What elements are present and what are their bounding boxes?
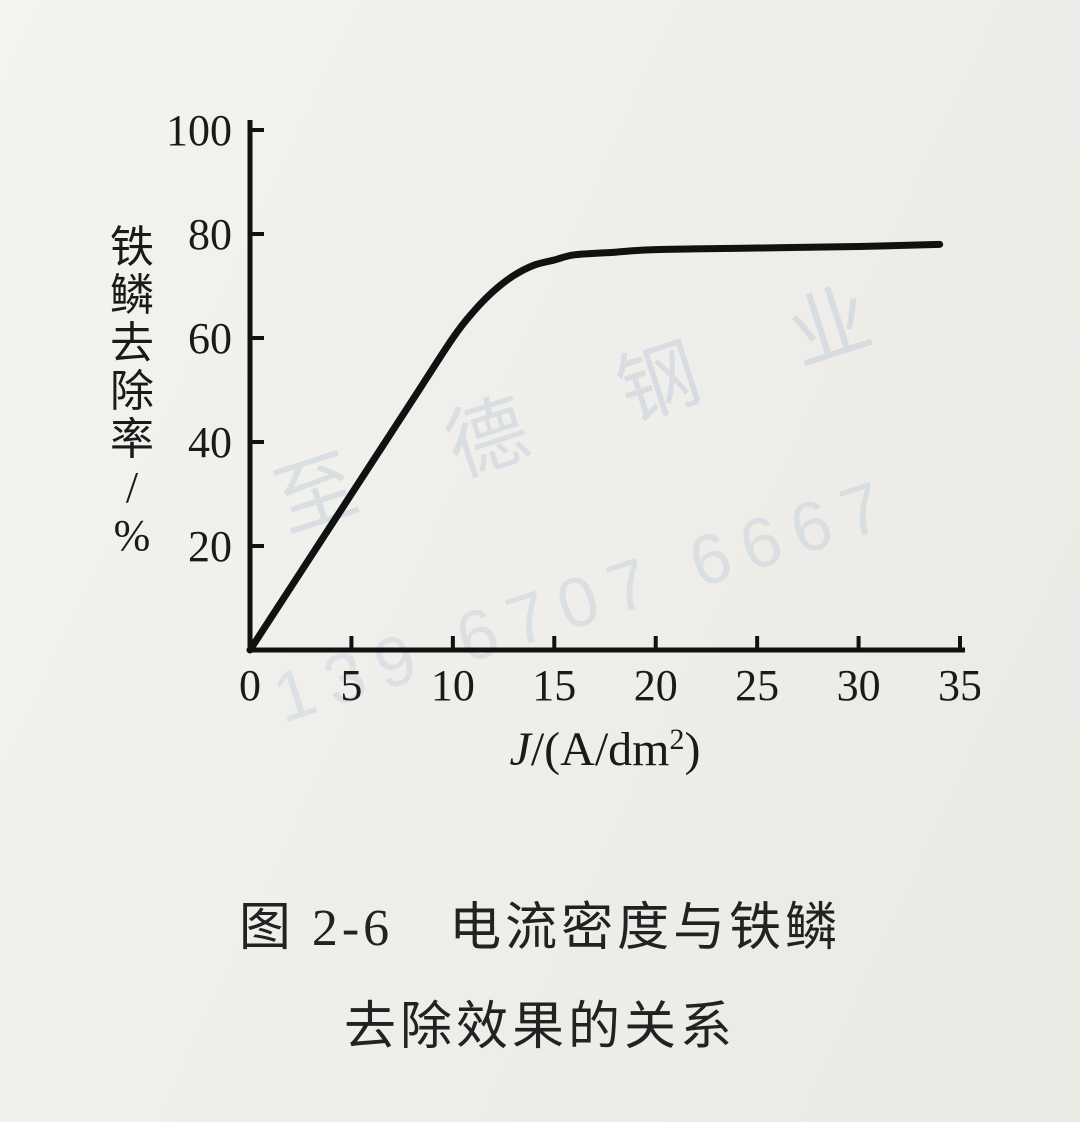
x-tick-label: 10 <box>431 661 475 710</box>
x-tick-label: 30 <box>837 661 881 710</box>
caption-line-2: 去除效果的关系 <box>0 979 1080 1078</box>
y-tick-label: 100 <box>166 106 232 155</box>
curve-removal-rate <box>250 244 940 650</box>
y-tick-label: 60 <box>188 314 232 363</box>
x-tick-label: 25 <box>735 661 779 710</box>
y-tick-label: 40 <box>188 418 232 467</box>
x-tick-label: 20 <box>634 661 678 710</box>
caption-line-1: 图 2-6 电流密度与铁鳞 <box>0 880 1080 979</box>
y-tick-label: 80 <box>188 210 232 259</box>
x-axis-label: J/(A/dm2) <box>510 723 701 777</box>
y-axis-label-char: 去 <box>110 319 154 368</box>
y-axis-label-char: 鳞 <box>110 271 154 320</box>
line-chart: 0 5 10 15 20 25 30 35 20 40 60 80 100 J/(A/dm2) 铁鳞去除率/… <box>110 90 980 790</box>
y-tick-label: 20 <box>188 522 232 571</box>
y-axis-label-char: 率 <box>110 415 154 464</box>
y-axis-label-char: 除 <box>110 367 154 416</box>
figure-caption: 图 2-6 电流密度与铁鳞 去除效果的关系 <box>0 880 1080 1078</box>
x-tick-label: 5 <box>340 661 362 710</box>
y-axis-label-char: / <box>126 463 139 512</box>
page: 至 德 钢 业 139 6707 6667 051015202530352040… <box>0 0 1080 1122</box>
x-tick-label: 15 <box>532 661 576 710</box>
y-axis-label-char: 铁 <box>110 223 154 272</box>
x-tick-label: 35 <box>938 661 980 710</box>
x-tick-label: 0 <box>239 661 261 710</box>
chart-container: 0 5 10 15 20 25 30 35 20 40 60 80 100 J/(A/dm2) 铁鳞去除率/… <box>110 90 980 790</box>
y-axis-label-char: % <box>114 511 151 560</box>
